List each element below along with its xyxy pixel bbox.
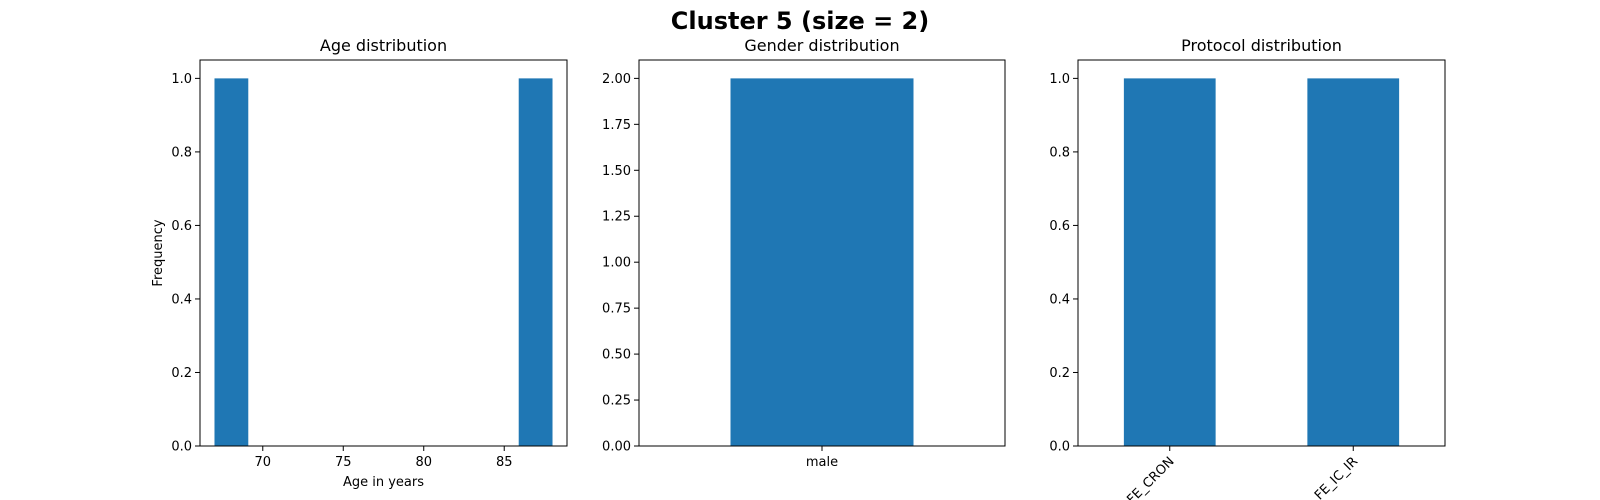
y-tick-label: 0.75 [602,302,631,317]
histogram-bar [214,78,249,446]
y-tick-label: 2.00 [602,72,631,87]
x-tick-label: 70 [255,455,272,470]
y-tick-label: 0.2 [1049,366,1070,381]
y-tick-label: 1.25 [602,210,631,225]
y-tick-label: 0.2 [171,366,192,381]
y-tick-label: 0.0 [171,440,192,455]
axes-frame [1077,59,1446,447]
y-tick-label: 0.8 [171,145,192,160]
y-tick-label: 1.00 [602,256,631,271]
subplot-2: male 0.00 0.25 0.50 0.75 1.00 1.25 1.50 1.75 2.00… [602,36,1006,470]
y-tick-label: 0.00 [602,440,631,455]
y-tick-label: 1.50 [602,164,631,179]
subplot-title: Age distribution [320,36,447,55]
axes-frame [199,59,568,447]
x-tick-label: 80 [415,455,432,470]
y-tick-label: 0.4 [171,292,192,307]
bar-fe-cron [1123,78,1216,446]
y-tick-label: 0.0 [1049,440,1070,455]
y-tick-label: 0.6 [1049,219,1070,234]
x-tick-label: male [806,455,838,470]
y-tick-label: 1.0 [171,72,192,87]
y-tick-label: 0.25 [602,394,631,409]
y-tick-label: 0.6 [171,219,192,234]
y-tick-label: 0.8 [1049,145,1070,160]
x-tick-label: FE_CRON [1124,454,1177,500]
bar-fe-ic-ir [1307,78,1400,446]
bar-male [730,78,914,446]
subplot-1: 70 75 80 85 0.0 0.2 0.4 0.6 0.8 1.0 Age distributi… [151,36,568,490]
subplots: 70 75 80 85 0.0 0.2 0.4 0.6 0.8 1.0 Age distributi… [151,36,1446,500]
y-tick-label: 0.4 [1049,292,1070,307]
y-tick-label: 1.75 [602,118,631,133]
x-tick-label: 85 [496,455,513,470]
x-tick-label: 75 [335,455,352,470]
y-tick-label: 1.0 [1049,72,1070,87]
y-axis-label: Frequency [151,219,166,286]
figure-title: Cluster 5 (size = 2) [671,7,929,35]
y-tick-label: 0.50 [602,348,631,363]
axes-frame [638,59,1006,447]
x-tick-label: FE_IC_IR [1312,454,1361,500]
subplot-3: FE_CRON FE_IC_IR 0.0 0.2 0.4 0.6 0.8 1.0 Protoco… [1049,36,1446,500]
subplot-title: Gender distribution [744,36,899,55]
histogram-bar [518,78,553,446]
subplot-title: Protocol distribution [1181,36,1342,55]
x-axis-label: Age in years [343,475,424,490]
